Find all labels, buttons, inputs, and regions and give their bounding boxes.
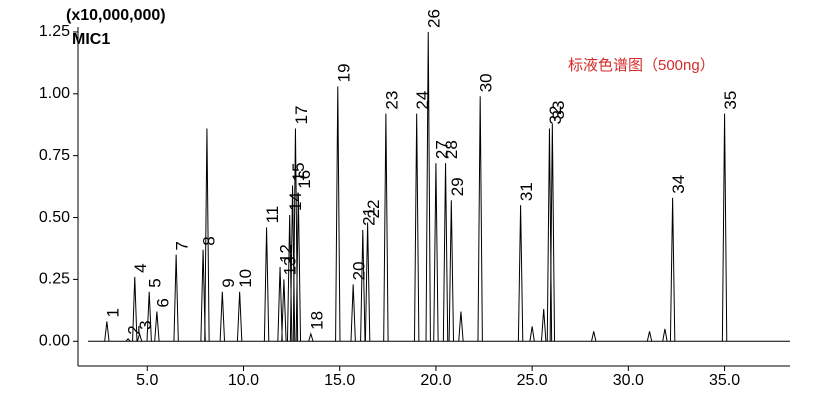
peak-label: 17 [292, 106, 311, 125]
peak-label: 21 [359, 207, 378, 226]
peak-label: 11 [263, 206, 282, 224]
x-tick-label: 15.0 [324, 372, 355, 389]
peak-label: 24 [413, 91, 432, 110]
y-tick-label: 0.50 [39, 209, 70, 226]
peak [236, 291, 243, 342]
peak [646, 331, 653, 342]
peak [442, 163, 449, 342]
peak [721, 113, 728, 342]
peak [591, 331, 597, 342]
peak [104, 321, 110, 342]
peak [458, 311, 464, 342]
y-tick-label: 0.25 [39, 271, 70, 288]
peak-label: 23 [382, 91, 401, 110]
peak [360, 229, 366, 342]
peak [173, 254, 179, 342]
peak [277, 267, 283, 342]
peak-label: 10 [236, 269, 255, 288]
x-tick-label: 30.0 [613, 372, 644, 389]
peak-label: 4 [131, 263, 150, 272]
y-tick-label: 0.75 [39, 147, 70, 164]
peak-label: 27 [432, 140, 451, 159]
peak [517, 205, 524, 342]
x-tick-label: 20.0 [420, 372, 451, 389]
peak-label: 6 [153, 298, 172, 307]
peak [529, 326, 535, 342]
peak-label: 22 [364, 200, 383, 219]
peak-label: 13 [280, 256, 299, 275]
peak [540, 309, 547, 342]
peak [662, 328, 668, 342]
peak-label: 3 [136, 320, 155, 329]
peak-label: 14 [286, 192, 305, 211]
peak [364, 222, 371, 342]
peak-label: 5 [146, 278, 165, 287]
peak [413, 113, 420, 342]
peak-label: 19 [334, 63, 353, 82]
x-tick-label: 5.0 [136, 372, 158, 389]
peak [219, 291, 226, 342]
peak [448, 200, 455, 342]
peak-label: 16 [295, 170, 314, 189]
peak-label: 31 [517, 182, 536, 201]
peak-label: 32 [546, 106, 565, 125]
peak-label: 34 [669, 175, 688, 194]
annotation: 标液色谱图（500ng） [568, 57, 715, 74]
x-tick-label: 25.0 [517, 372, 548, 389]
x-tick-label: 35.0 [709, 372, 740, 389]
peak-label: 15 [289, 162, 308, 181]
peak-label: 9 [219, 278, 238, 287]
peak-label: 18 [307, 311, 326, 330]
y-tick-label: 1.25 [39, 23, 70, 40]
peak [281, 279, 287, 342]
channel-label: MIC1 [72, 31, 110, 48]
peak [350, 284, 356, 342]
peak [425, 31, 431, 342]
peak-label: 26 [425, 9, 444, 28]
y-tick-label: 1.00 [39, 85, 70, 102]
peak-label: 7 [173, 241, 192, 250]
peak [549, 123, 556, 342]
x-tick-label: 10.0 [228, 372, 259, 389]
peak-label: 35 [721, 91, 740, 110]
peak [263, 227, 270, 342]
peak [204, 128, 210, 342]
y-tick-label: 0.00 [39, 332, 70, 349]
peak [146, 291, 152, 342]
peak-label: 33 [549, 101, 568, 120]
peak [335, 86, 341, 342]
peak [308, 332, 314, 342]
peak-label: 2 [125, 325, 144, 334]
peak [125, 338, 131, 342]
peak [383, 113, 389, 342]
peak-label: 29 [448, 177, 467, 196]
peak [477, 96, 483, 342]
peak-label: 1 [103, 308, 122, 317]
peak-label: 30 [477, 73, 496, 92]
peak-label: 20 [350, 261, 369, 280]
peak [433, 163, 439, 342]
peak [295, 192, 302, 342]
peak [132, 276, 138, 342]
peak [154, 311, 160, 342]
peak-label: 28 [442, 140, 461, 159]
peak [136, 332, 143, 342]
peak-label: 8 [200, 236, 219, 245]
peak [669, 197, 676, 342]
y-multiplier: (x10,000,000) [66, 7, 166, 24]
